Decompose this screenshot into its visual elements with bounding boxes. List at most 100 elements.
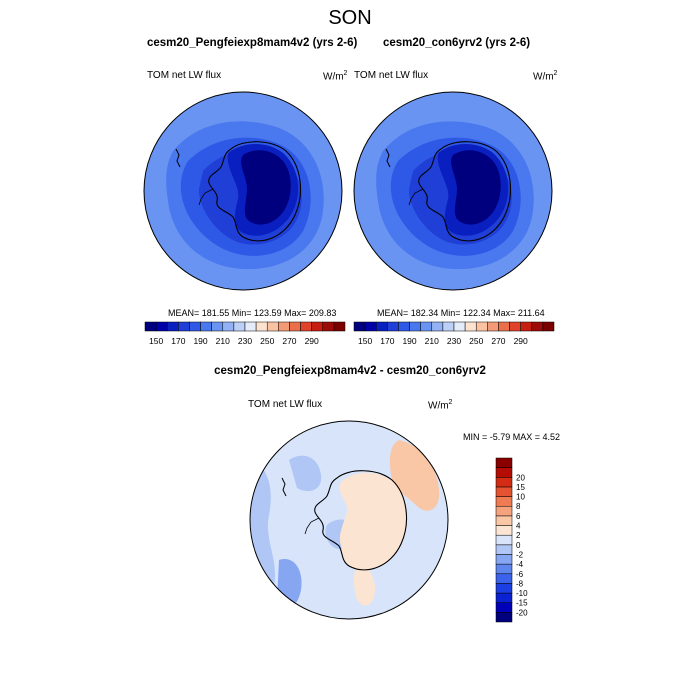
colorbar-tick-label: 250 bbox=[469, 336, 483, 346]
colorbar-box bbox=[144, 321, 157, 332]
antarctica-coastline bbox=[208, 141, 301, 242]
colorbar-box bbox=[364, 321, 377, 332]
colorbar-box bbox=[487, 321, 499, 332]
colorbar-box bbox=[495, 525, 513, 536]
colorbar-box bbox=[495, 457, 513, 468]
colorbar-tick-label: -20 bbox=[516, 608, 528, 617]
colorbar-box bbox=[322, 321, 335, 332]
diff-panel-stats: MIN = -5.79 MAX = 4.52 bbox=[463, 432, 561, 442]
colorbar-box bbox=[398, 321, 410, 332]
colorbar-box bbox=[353, 321, 366, 332]
panel-2-colorbar: 150 170 190 210 230 250 270 290 bbox=[353, 321, 555, 346]
colorbar-tick-label: 190 bbox=[402, 336, 416, 346]
colorbar-box bbox=[495, 602, 513, 613]
panel-2-subtitle: cesm20_con6yrv2 (yrs 2-6) bbox=[383, 37, 531, 49]
colorbar-tick-label: 230 bbox=[447, 336, 461, 346]
colorbar-box bbox=[495, 515, 513, 526]
colorbar-box bbox=[189, 321, 201, 332]
antarctica-coastline bbox=[418, 141, 511, 242]
colorbar-box bbox=[495, 563, 513, 575]
colorbar-tick-label: 150 bbox=[149, 336, 163, 346]
south-america-tip bbox=[385, 148, 391, 168]
colorbar-tick-label: 15 bbox=[516, 483, 525, 492]
colorbar-box bbox=[409, 321, 421, 332]
colorbar-box bbox=[498, 321, 510, 332]
colorbar-box bbox=[420, 321, 433, 332]
colorbar-tick-label: 270 bbox=[491, 336, 505, 346]
panel-1-subtitle: cesm20_Pengfeiexp8mam4v2 (yrs 2-6) bbox=[147, 37, 358, 49]
map-border bbox=[249, 420, 449, 620]
diff-polar-map bbox=[249, 420, 449, 620]
colorbar-tick-label: 190 bbox=[193, 336, 207, 346]
colorbar-tick-label: 290 bbox=[305, 336, 319, 346]
antarctica-coastline bbox=[314, 470, 407, 571]
colorbar-tick-label: 8 bbox=[516, 502, 521, 511]
panel-1-units-label: W/m2 bbox=[323, 70, 348, 83]
colorbar-tick-label: 270 bbox=[282, 336, 296, 346]
panel-1-stats: MEAN= 181.55 Min= 123.59 Max= 209.83 bbox=[168, 308, 337, 318]
diff-panel-subtitle: cesm20_Pengfeiexp8mam4v2 - cesm20_con6yr… bbox=[214, 365, 486, 377]
colorbar-tick-label: 230 bbox=[238, 336, 252, 346]
colorbar-tick-label: -8 bbox=[516, 579, 524, 588]
colorbar-box bbox=[442, 321, 455, 332]
panel-2-variable-label: TOM net LW flux bbox=[354, 70, 429, 81]
colorbar-box bbox=[495, 544, 513, 555]
colorbar-box bbox=[509, 321, 521, 332]
peninsula-outline bbox=[304, 517, 320, 535]
colorbar-box bbox=[155, 321, 168, 332]
colorbar-box bbox=[542, 321, 555, 332]
colorbar-tick-label: 4 bbox=[516, 522, 521, 531]
colorbar-box bbox=[495, 573, 513, 584]
colorbar-box bbox=[453, 321, 466, 332]
diff-negative-patch-2 bbox=[289, 455, 322, 492]
colorbar-box bbox=[531, 321, 544, 332]
colorbar-box bbox=[311, 321, 324, 332]
panel-1-colorbar: 150 170 190 210 230 250 270 290 bbox=[144, 321, 346, 346]
colorbar-tick-label: 170 bbox=[380, 336, 394, 346]
colorbar-tick-label: 290 bbox=[514, 336, 528, 346]
colorbar-tick-label: -4 bbox=[516, 560, 524, 569]
colorbar-tick-label: 6 bbox=[516, 512, 521, 521]
colorbar-box bbox=[255, 321, 268, 332]
colorbar-box bbox=[495, 583, 513, 594]
colorbar-box bbox=[495, 477, 513, 488]
south-america-tip bbox=[175, 148, 181, 168]
colorbar-box bbox=[178, 321, 190, 332]
colorbar-box bbox=[244, 321, 257, 332]
colorbar-box bbox=[495, 554, 513, 565]
colorbar-box bbox=[520, 321, 533, 332]
colorbar-box bbox=[495, 612, 513, 623]
colorbar-box bbox=[333, 321, 346, 332]
south-america-tip bbox=[281, 477, 287, 497]
colorbar-tick-label: 170 bbox=[171, 336, 185, 346]
colorbar-box bbox=[495, 534, 513, 546]
colorbar-box bbox=[233, 321, 246, 332]
colorbar-box bbox=[431, 321, 444, 332]
colorbar-box bbox=[166, 321, 179, 332]
colorbar-box bbox=[464, 321, 477, 332]
colorbar-tick-label: 10 bbox=[516, 493, 525, 502]
map-border bbox=[353, 91, 553, 291]
diff-panel-units-label: W/m2 bbox=[428, 399, 453, 412]
peninsula-outline bbox=[408, 188, 424, 206]
colorbar-tick-label: 210 bbox=[216, 336, 230, 346]
band-plateau bbox=[451, 150, 501, 225]
colorbar-box bbox=[475, 321, 488, 332]
panel-2-units-label: W/m2 bbox=[533, 70, 558, 83]
colorbar-box bbox=[211, 321, 224, 332]
colorbar-tick-label: 0 bbox=[516, 541, 521, 550]
colorbar-box bbox=[300, 321, 312, 332]
colorbar-box bbox=[200, 321, 212, 332]
diff-positive-antarctica bbox=[339, 472, 407, 570]
diff-positive-patch bbox=[353, 560, 376, 606]
colorbar-tick-label: 2 bbox=[516, 531, 521, 540]
diff-panel-variable-label: TOM net LW flux bbox=[248, 399, 323, 410]
colorbar-box bbox=[222, 321, 235, 332]
diff-positive-northeast bbox=[389, 440, 440, 511]
colorbar-tick-label: 210 bbox=[425, 336, 439, 346]
colorbar-box bbox=[495, 496, 513, 507]
colorbar-box bbox=[289, 321, 301, 332]
colorbar-box bbox=[266, 321, 279, 332]
band-plateau bbox=[241, 150, 291, 225]
